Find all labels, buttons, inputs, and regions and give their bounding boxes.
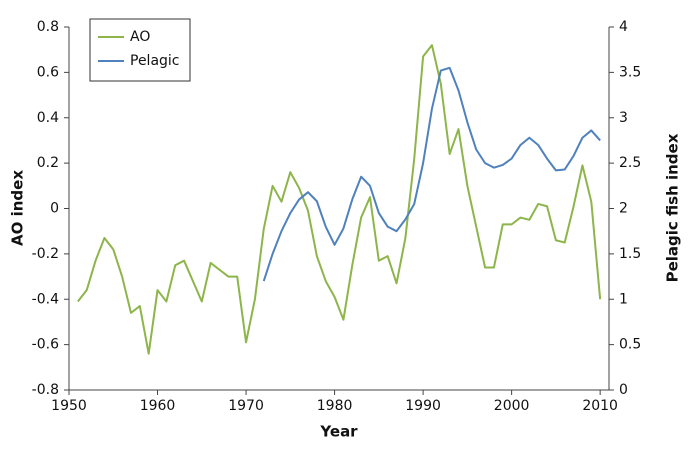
x-tick-label: 1980 [317,398,353,414]
x-tick-label: 1990 [405,398,441,414]
x-tick-label: 2000 [494,398,530,414]
x-axis-label: Year [319,423,358,441]
y-axis-label: AO index [9,170,27,246]
y-tick-label: -0.4 [32,291,59,307]
y2-tick-label: 3 [619,110,628,126]
legend-label: Pelagic [130,53,180,69]
y-tick-label: 0.6 [37,64,59,80]
y-tick-label: 0.2 [37,155,59,171]
y-tick-label: -0.6 [32,337,59,353]
line-pelagic [262,66,601,282]
y2-tick-label: 1 [619,291,628,307]
line-ao [77,44,602,355]
y-tick-label: -0.2 [32,246,59,262]
y2-tick-label: 2.5 [619,155,641,171]
y2-tick-label: 0.5 [619,337,641,353]
x-tick-label: 1970 [228,398,264,414]
y2-tick-label: 1.5 [619,246,641,262]
y2-axis-label: Pelagic fish index [664,133,682,282]
x-tick-label: 1950 [51,398,87,414]
y-tick-label: -0.8 [32,382,59,398]
legend-label: AO [130,29,150,45]
y2-tick-label: 4 [619,19,628,35]
y-tick-label: 0 [50,201,59,217]
y-tick-label: 0.8 [37,19,59,35]
y2-tick-label: 0 [619,382,628,398]
y2-tick-label: 2 [619,201,628,217]
x-tick-label: 1960 [140,398,176,414]
legend-box [89,18,191,82]
x-tick-label: 2010 [582,398,618,414]
y2-tick-label: 3.5 [619,64,641,80]
y-tick-label: 0.4 [37,110,59,126]
